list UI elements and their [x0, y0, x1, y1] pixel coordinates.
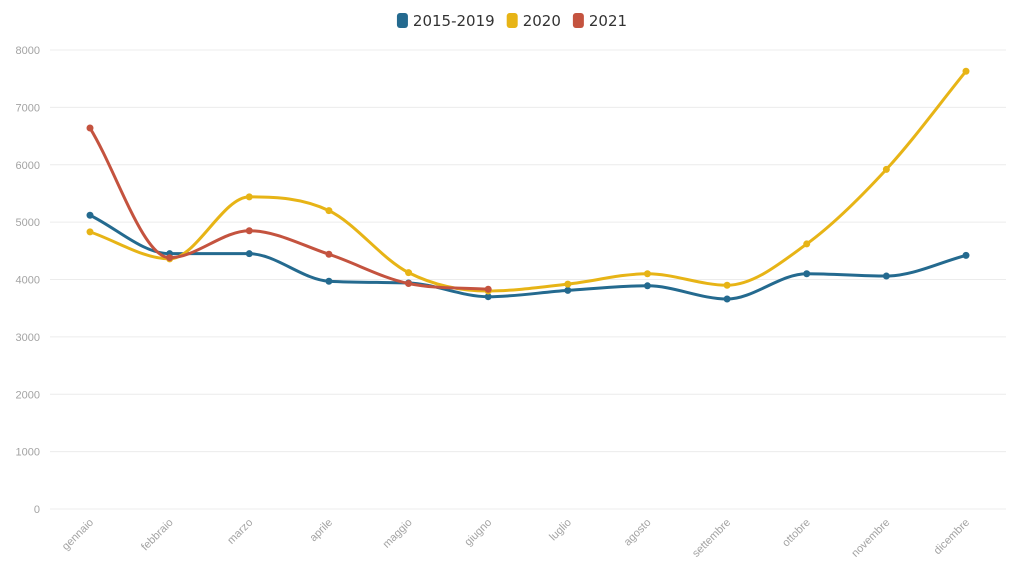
y-tick-label: 2000 — [16, 389, 40, 401]
data-point-2020[interactable] — [723, 281, 731, 289]
gridlines — [50, 49, 1006, 510]
data-point-2021[interactable] — [86, 124, 94, 132]
x-tick-label: settembre — [690, 517, 733, 560]
x-tick-label: febbraio — [139, 517, 176, 554]
y-tick-label: 4000 — [16, 275, 40, 287]
x-tick-label: agosto — [622, 517, 654, 549]
series-line-2015-2019 — [88, 213, 968, 301]
data-point-2015-2019[interactable] — [962, 251, 970, 259]
data-point-2020[interactable] — [325, 207, 333, 215]
data-point-2020[interactable] — [405, 269, 413, 277]
y-axis: 0 1000 2000 3000 4000 5000 6000 7000 8000 — [16, 45, 40, 516]
x-tick-label: dicembre — [932, 517, 972, 557]
y-tick-label: 1000 — [16, 447, 40, 459]
series-line-2020 — [88, 69, 968, 293]
y-tick-label: 6000 — [16, 160, 40, 172]
data-point-2020[interactable] — [245, 193, 253, 201]
series-line-2021 — [88, 126, 490, 291]
data-point-2020[interactable] — [643, 270, 651, 278]
data-point-2015-2019[interactable] — [484, 293, 492, 301]
data-point-2015-2019[interactable] — [643, 282, 651, 290]
data-point-2021[interactable] — [405, 280, 413, 288]
x-axis: gennaio febbraio marzo aprile maggio giugno lu… — [60, 517, 972, 560]
data-point-2015-2019[interactable] — [564, 286, 572, 294]
data-point-2015-2019[interactable] — [803, 270, 811, 278]
data-point-2020[interactable] — [962, 67, 970, 75]
x-tick-label: giugno — [462, 517, 494, 549]
x-tick-label: luglio — [547, 517, 574, 544]
y-tick-label: 8000 — [16, 45, 40, 57]
x-tick-label: gennaio — [60, 517, 96, 553]
x-tick-label: maggio — [381, 517, 415, 551]
data-point-2015-2019[interactable] — [245, 250, 253, 258]
data-point-2020[interactable] — [803, 240, 811, 248]
legend-swatch-2015-2019[interactable] — [396, 13, 408, 28]
data-point-2015-2019[interactable] — [723, 295, 731, 303]
data-point-2015-2019[interactable] — [86, 211, 94, 219]
data-point-2020[interactable] — [882, 165, 890, 173]
series-group — [86, 67, 970, 303]
legend-label: 2021 — [589, 12, 627, 30]
data-point-2021[interactable] — [484, 285, 492, 293]
legend-swatch-2021[interactable] — [572, 13, 584, 28]
data-point-2021[interactable] — [245, 227, 253, 235]
data-point-2020[interactable] — [564, 280, 572, 288]
data-point-2015-2019[interactable] — [325, 277, 333, 285]
legend-label: 2015-2019 — [413, 12, 495, 30]
data-point-2020[interactable] — [86, 228, 94, 236]
data-point-2021[interactable] — [166, 254, 174, 262]
y-tick-label: 5000 — [16, 217, 40, 229]
x-tick-label: marzo — [225, 517, 255, 547]
legend-swatch-2020[interactable] — [506, 13, 518, 28]
x-tick-label: aprile — [308, 517, 336, 545]
y-tick-label: 3000 — [16, 332, 40, 344]
y-tick-label: 0 — [34, 504, 40, 516]
data-point-2015-2019[interactable] — [882, 272, 890, 280]
data-point-2021[interactable] — [325, 250, 333, 258]
legend: 2015-2019 2020 2021 — [396, 12, 627, 30]
y-tick-label: 7000 — [16, 102, 40, 114]
x-tick-label: novembre — [849, 517, 892, 560]
x-tick-label: ottobre — [780, 517, 813, 550]
legend-label: 2020 — [523, 12, 561, 30]
